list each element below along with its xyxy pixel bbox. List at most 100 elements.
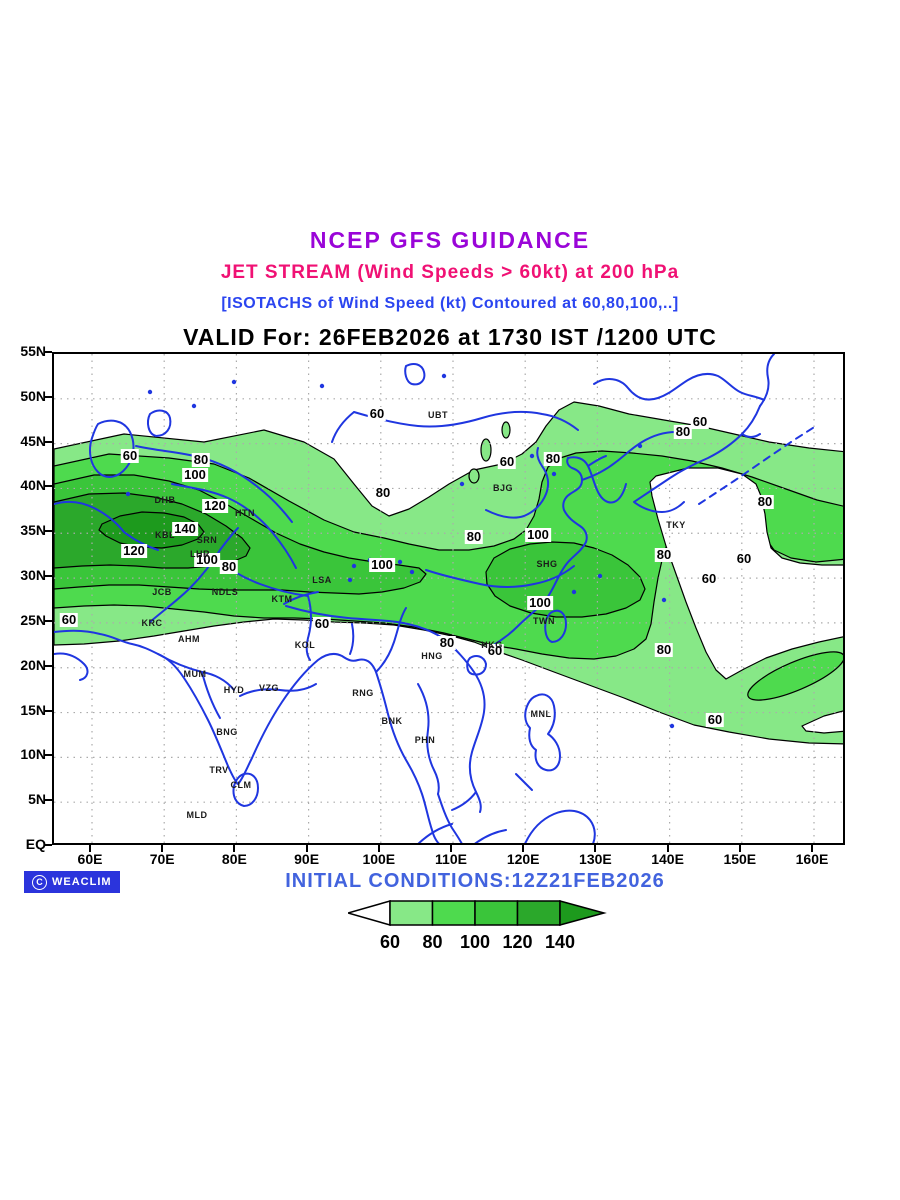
lon-axis-tick bbox=[305, 845, 308, 852]
station-label: TKY bbox=[666, 520, 686, 530]
lat-axis-tick bbox=[45, 575, 52, 578]
river-yangtze bbox=[425, 565, 575, 588]
lat-axis-tick bbox=[45, 754, 52, 757]
contour-label: 60 bbox=[734, 551, 754, 566]
station-label: TRV bbox=[209, 765, 229, 775]
contour-label: 120 bbox=[202, 498, 228, 513]
lon-axis-label: 120E bbox=[506, 851, 540, 867]
lat-axis-label: 55N bbox=[20, 343, 46, 359]
lon-axis-label: 140E bbox=[651, 851, 684, 867]
lat-axis-tick bbox=[45, 664, 52, 667]
border-india-internal-4 bbox=[201, 671, 221, 719]
lat-axis-label: 30N bbox=[20, 567, 46, 584]
lon-axis-label: 70E bbox=[149, 851, 175, 867]
chart-valid-time: VALID For: 26FEB2026 at 1730 IST /1200 U… bbox=[183, 324, 717, 350]
isotach-island-60-c bbox=[468, 468, 480, 484]
contour-label: 60 bbox=[485, 643, 505, 658]
border-ne-china bbox=[581, 431, 677, 481]
lon-axis-tick bbox=[377, 845, 380, 852]
contour-label: 60 bbox=[705, 712, 725, 727]
isotach-bands bbox=[54, 401, 843, 745]
lat-axis-label: 5N bbox=[28, 791, 46, 808]
border-mongolia bbox=[331, 410, 579, 443]
coastline-taiwan bbox=[544, 609, 567, 643]
lon-axis-label: 130E bbox=[579, 851, 612, 867]
station-label: HTN bbox=[235, 508, 255, 518]
contour-label: 60 bbox=[312, 616, 332, 631]
station-label: NDLS bbox=[211, 587, 239, 597]
lon-axis-tick bbox=[738, 845, 741, 852]
coastline-hainan bbox=[466, 655, 487, 676]
station-label: PHN bbox=[414, 735, 436, 745]
contour-label: 100 bbox=[527, 595, 553, 610]
border-myanmar bbox=[375, 607, 407, 673]
station-label: DHB bbox=[154, 495, 176, 505]
station-label: JCB bbox=[152, 587, 172, 597]
lat-axis-label: 20N bbox=[20, 656, 46, 673]
contour-label: 80 bbox=[654, 642, 674, 657]
legend-value: 100 bbox=[460, 932, 490, 952]
map-canvas: 60 80 100 120 140 120 100 80 60 60 60 80 60 80 80 100 10… bbox=[54, 354, 843, 843]
lat-axis-label: 35N bbox=[20, 522, 46, 539]
lat-axis-tick bbox=[45, 351, 52, 353]
lat-axis-tick bbox=[45, 799, 52, 802]
island-chain-kuril-dashed bbox=[698, 425, 817, 505]
lon-axis-label: 150E bbox=[723, 851, 757, 867]
coastline-japan bbox=[633, 405, 761, 513]
station-label: SRN bbox=[196, 535, 218, 545]
contour-label: 80 bbox=[191, 452, 211, 467]
lat-axis-label: 50N bbox=[20, 387, 46, 404]
lat-axis-label: 10N bbox=[20, 746, 46, 763]
lon-axis-tick bbox=[450, 845, 452, 852]
station-label: CLM bbox=[230, 780, 252, 790]
border-west-asia bbox=[54, 500, 159, 551]
legend-value: 140 bbox=[545, 932, 575, 952]
contour-label: 100 bbox=[182, 467, 208, 482]
lat-axis-tick bbox=[45, 844, 52, 846]
coastline-luzon bbox=[524, 693, 561, 772]
border-central-asia-2 bbox=[171, 483, 297, 569]
lat-axis-label: 45N bbox=[20, 432, 46, 449]
contour-label: 80 bbox=[673, 424, 693, 439]
isotach-map-svg bbox=[54, 354, 843, 843]
legend-value: 60 bbox=[380, 932, 400, 952]
station-label: HNG bbox=[421, 651, 443, 661]
border-bangladesh bbox=[349, 623, 355, 655]
lat-axis-label: 15N bbox=[20, 701, 46, 718]
station-label: KOL bbox=[294, 640, 316, 650]
lat-axis-tick bbox=[45, 440, 52, 443]
station-label: BNG bbox=[216, 727, 238, 737]
contour-label: 100 bbox=[525, 527, 551, 542]
station-label: RNG bbox=[352, 688, 374, 698]
chart-title-isotachs: [ISOTACHS of Wind Speed (kt) Contoured a… bbox=[221, 295, 679, 312]
coastline-sakhalin bbox=[759, 354, 775, 407]
isotach-band-100-east bbox=[485, 541, 646, 618]
lat-axis-tick bbox=[45, 395, 52, 398]
river-amur bbox=[593, 372, 765, 401]
station-label: BNK bbox=[381, 716, 403, 726]
isotach-island-60-b bbox=[501, 421, 511, 439]
station-label: LSA bbox=[312, 575, 332, 585]
contour-label: 100 bbox=[369, 557, 395, 572]
station-label: UBT bbox=[428, 410, 448, 420]
contour-label: 60 bbox=[497, 454, 517, 469]
lat-axis-tick bbox=[45, 530, 52, 533]
station-label: KBL bbox=[155, 530, 175, 540]
lon-axis-label: 110E bbox=[435, 851, 467, 867]
legend-value: 80 bbox=[422, 932, 442, 952]
contour-label: 60 bbox=[120, 448, 140, 463]
lon-axis-tick bbox=[666, 845, 669, 852]
isotach-band-140 bbox=[98, 511, 205, 549]
lon-axis-tick bbox=[811, 845, 813, 852]
lat-axis-label: 40N bbox=[20, 477, 46, 494]
lon-axis-label: 80E bbox=[221, 851, 247, 867]
coastline-sri-lanka bbox=[232, 772, 259, 807]
border-thailand bbox=[417, 683, 440, 795]
lon-axis-label: 60E bbox=[77, 851, 103, 867]
station-label: MNL bbox=[530, 709, 552, 719]
contour-label: 80 bbox=[755, 494, 775, 509]
station-label: HKG bbox=[481, 640, 503, 650]
legend-value: 120 bbox=[502, 932, 532, 952]
lon-axis-tick bbox=[594, 845, 597, 852]
contour-label: 80 bbox=[654, 547, 674, 562]
